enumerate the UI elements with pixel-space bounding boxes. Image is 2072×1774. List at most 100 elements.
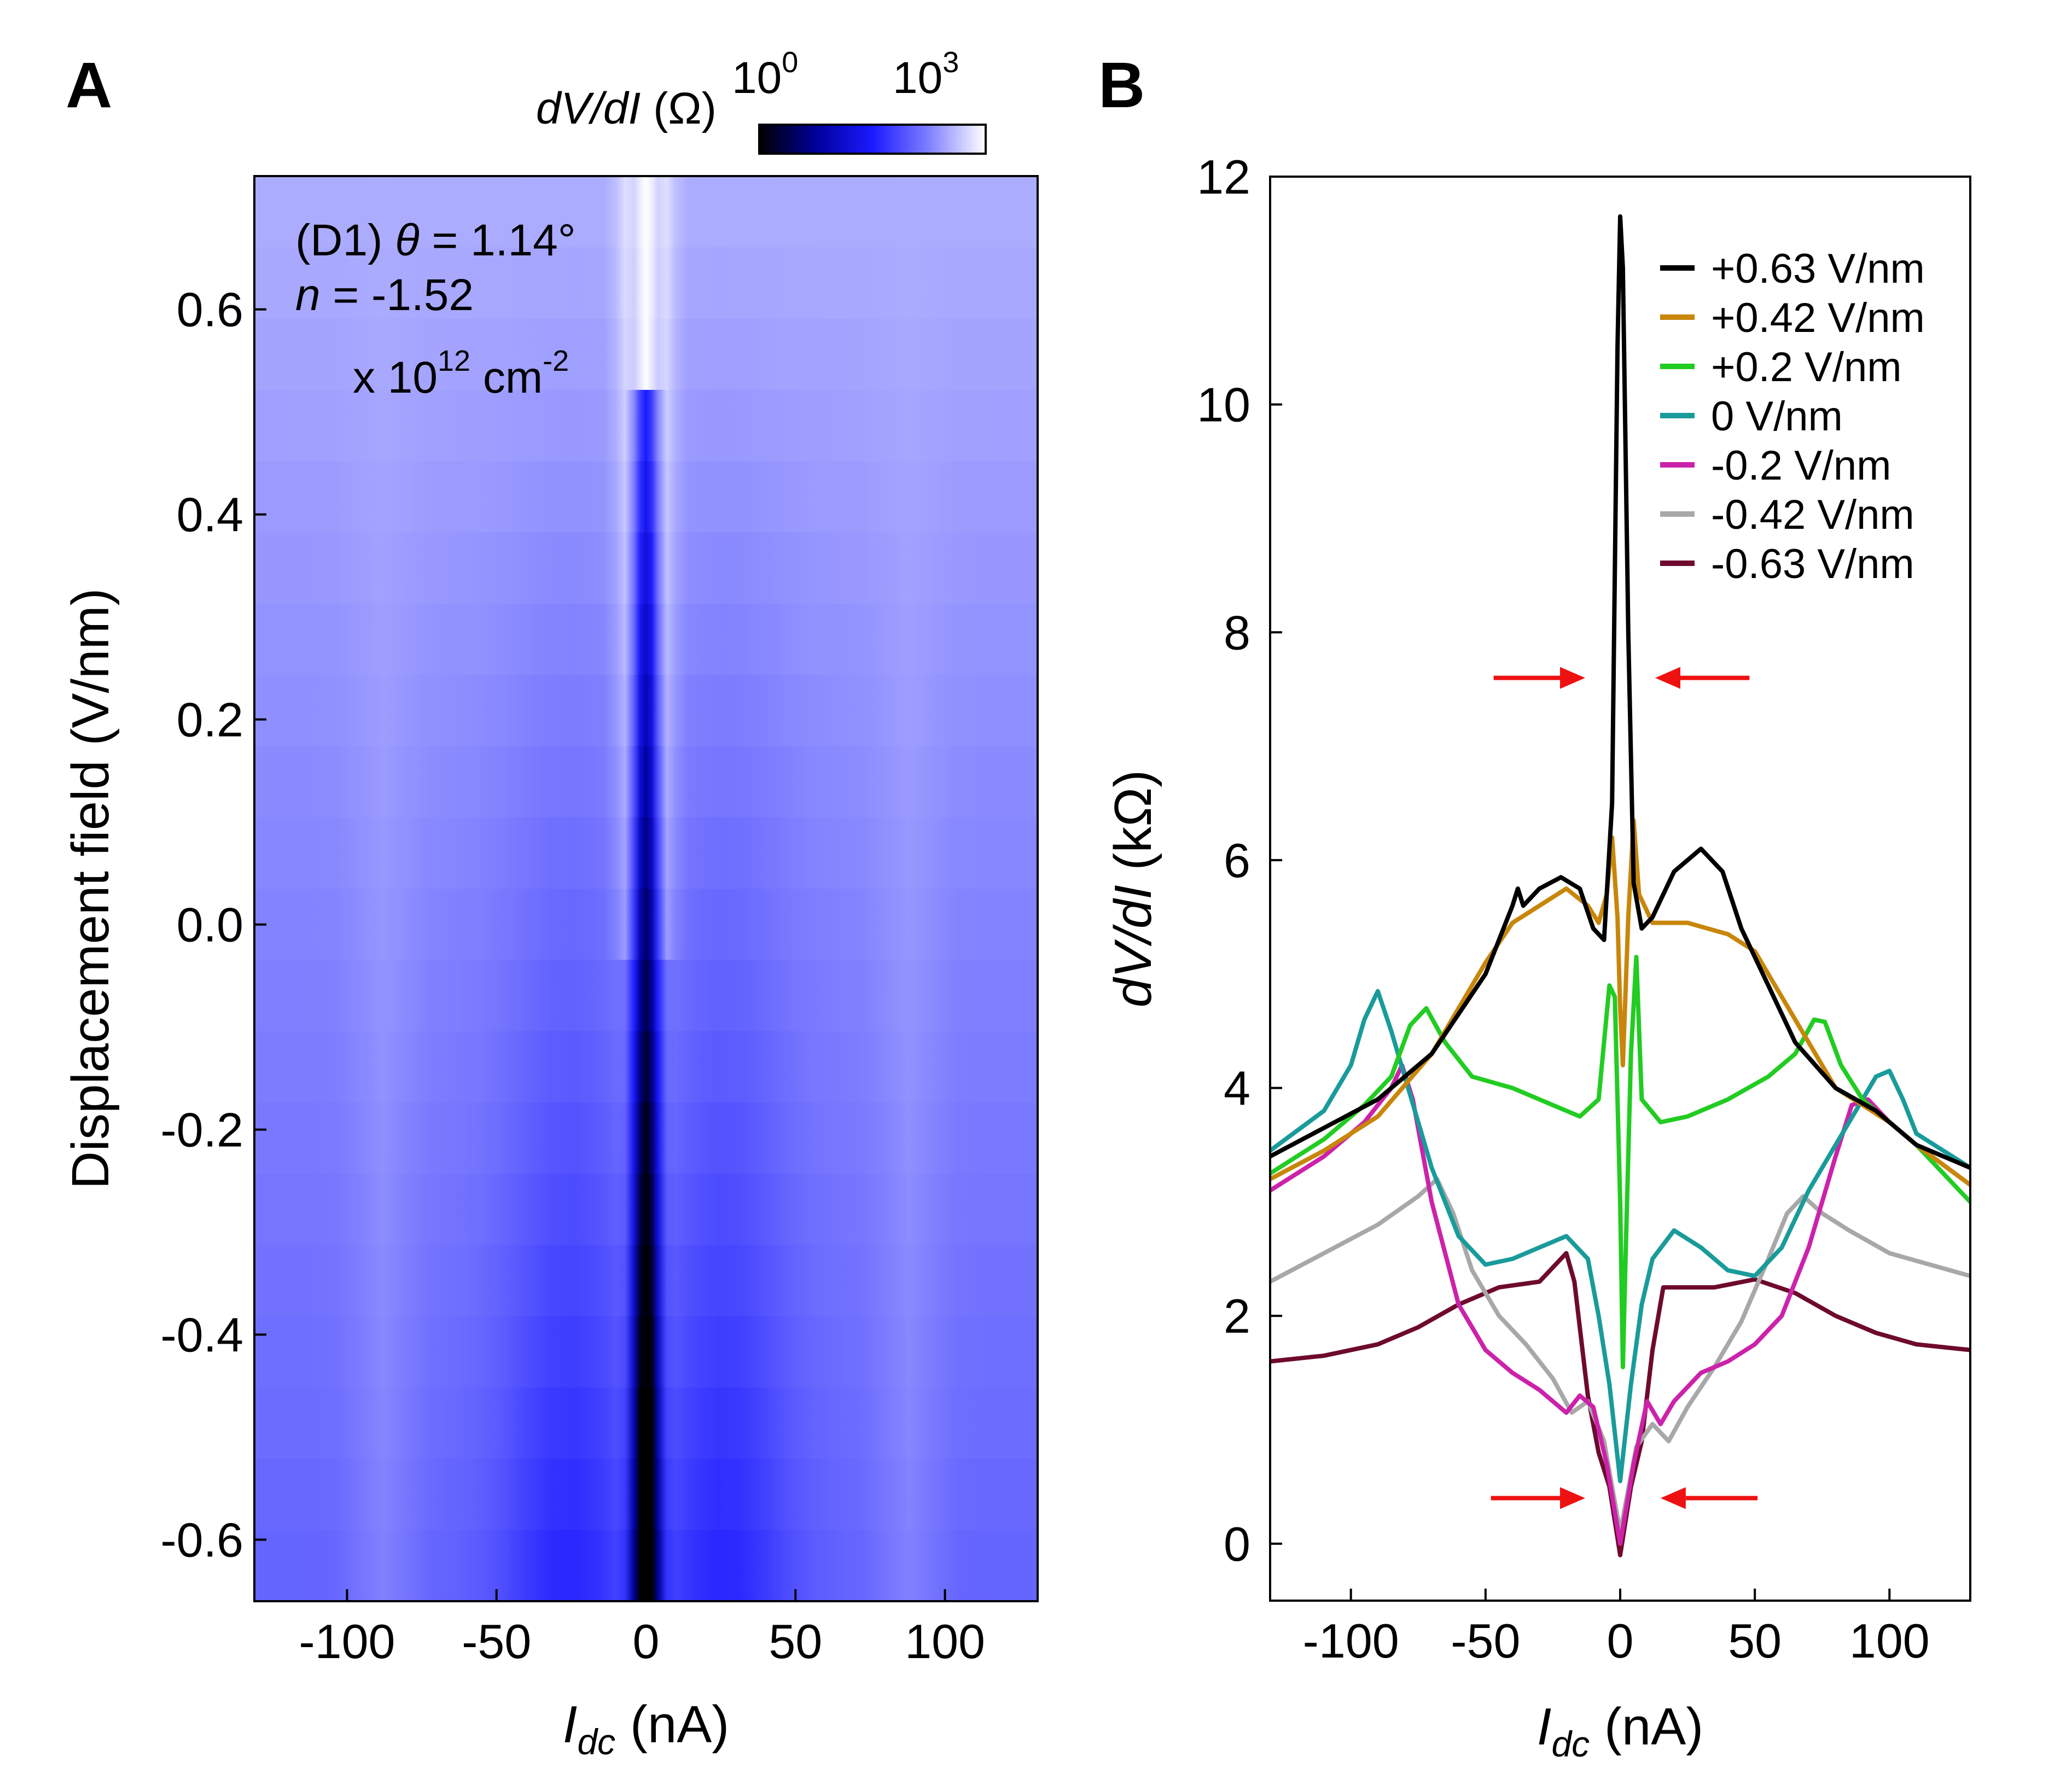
colorbar-tick-left-exp: 0	[782, 46, 798, 79]
panel-a-xlabel-unit: (nA)	[615, 1695, 729, 1754]
panel-b-axes: -100 -50 0 50 100 0 2 4 6 8 10 12	[1197, 150, 1930, 1668]
heatmap-row	[254, 247, 1038, 319]
colorbar-tick-left-base: 10	[732, 53, 782, 103]
panel-b-ylabel-unit: (kΩ)	[1104, 770, 1162, 885]
annotation-line1: (D1) θ = 1.14°	[295, 215, 576, 265]
panel-b-xtick-label: 50	[1728, 1614, 1782, 1668]
colorbar-label-quantity: dV/dI	[536, 84, 641, 133]
arrow-head	[1560, 667, 1585, 689]
legend-label: -0.2 V/nm	[1711, 442, 1891, 489]
colorbar-tick-right: 103	[893, 46, 959, 103]
panel-a-ytick-label: 0.6	[177, 283, 243, 337]
panel-a-ytick-label: -0.6	[160, 1513, 243, 1567]
panel-b-xtick-label: -50	[1451, 1614, 1520, 1668]
legend-label: +0.63 V/nm	[1711, 246, 1925, 292]
panel-a-ytick-label: 0.0	[177, 898, 243, 952]
heatmap-row	[254, 461, 1038, 533]
colorbar-tick-right-exp: 3	[942, 46, 959, 79]
heatmap-row	[254, 1174, 1038, 1246]
panel-b: -100 -50 0 50 100 0 2 4 6 8 10 12 +0.63 V/nm+0.42 V…	[1104, 150, 1971, 1764]
panel-b-ytick-label: 10	[1197, 378, 1250, 432]
panel-a-xtick-label: 0	[633, 1614, 660, 1668]
annotation-angle: = 1.14°	[420, 215, 576, 265]
panel-b-xlabel: Idc (nA)	[1537, 1697, 1703, 1764]
panel-a-xlabel: Idc (nA)	[563, 1695, 729, 1762]
heatmap-row	[254, 1458, 1038, 1531]
arrow-group	[1491, 667, 1758, 1509]
panel-b-xlabel-unit: (nA)	[1590, 1697, 1703, 1756]
panel-b-xtick-label: 100	[1849, 1614, 1930, 1668]
heatmap-row	[254, 1102, 1038, 1175]
legend: +0.63 V/nm+0.42 V/nm+0.2 V/nm0 V/nm-0.2 …	[1660, 246, 1925, 587]
annotation-theta: θ	[395, 215, 419, 265]
heatmap-row	[254, 603, 1038, 676]
panel-a-ylabel: Displacement field (V/nm)	[61, 588, 120, 1189]
colorbar-tick-right-base: 10	[893, 53, 942, 103]
panel-a-ytick-label: -0.4	[160, 1308, 243, 1362]
legend-label: 0 V/nm	[1711, 393, 1843, 440]
panel-a: -100 -50 0 50 100-0.6-0.4-0.20.00.20.40.6 (D…	[61, 46, 1039, 1762]
series-line	[1270, 955, 1970, 1369]
arrow-head	[1655, 667, 1680, 689]
annotation-unit: cm	[470, 353, 543, 402]
heatmap-row	[254, 1316, 1038, 1388]
annotation-prefix: (D1)	[295, 215, 395, 265]
heatmap-row	[254, 817, 1038, 889]
colorbar-label: dV/dI (Ω)	[536, 84, 717, 133]
series-line	[1270, 214, 1970, 1170]
heatmap-row	[254, 960, 1038, 1032]
panel-b-ytick-label: 0	[1224, 1517, 1250, 1571]
arrow-head	[1560, 1487, 1585, 1509]
legend-label: -0.63 V/nm	[1711, 541, 1914, 587]
panel-a-xlabel-var: I	[563, 1695, 578, 1754]
annotation-n: n	[295, 270, 321, 320]
line-series-group	[1270, 214, 1970, 1557]
panel-a-xtick-label: -50	[462, 1614, 531, 1668]
heatmap-row	[254, 1245, 1038, 1317]
panel-b-ylabel: dV/dI (kΩ)	[1104, 770, 1162, 1008]
panel-b-ytick-label: 8	[1224, 605, 1250, 660]
heatmap-row	[254, 1031, 1038, 1103]
heatmap-row	[254, 1387, 1038, 1460]
panel-a-ytick-label: -0.2	[160, 1103, 243, 1157]
colorbar	[758, 124, 987, 155]
series-line	[1270, 818, 1970, 1187]
heatmap-row	[254, 532, 1038, 604]
panel-b-ylabel-quantity: dV/dI	[1104, 885, 1162, 1007]
panel-label-a: A	[66, 49, 112, 121]
heatmap-row	[254, 318, 1038, 390]
heatmap-row	[254, 675, 1038, 747]
legend-label: -0.42 V/nm	[1711, 492, 1914, 538]
panel-b-ytick-label: 2	[1224, 1289, 1250, 1343]
annotation-density: = -1.52	[321, 270, 474, 320]
panel-label-b: B	[1098, 49, 1145, 121]
annotation-line3: x 1012 cm-2	[353, 345, 569, 402]
legend-label: +0.2 V/nm	[1711, 344, 1902, 390]
panel-b-xlabel-var: I	[1537, 1697, 1552, 1756]
panel-b-ytick-label: 12	[1197, 150, 1250, 204]
panel-a-xlabel-sub: dc	[577, 1722, 615, 1762]
panel-a-xtick-label: 100	[905, 1614, 985, 1668]
heatmap	[254, 176, 1038, 1602]
panel-b-xtick-label: -100	[1303, 1614, 1399, 1668]
panel-a-xtick-label: -100	[299, 1614, 395, 1668]
panel-b-ytick-label: 4	[1224, 1061, 1250, 1116]
heatmap-row	[254, 176, 1038, 248]
annotation-line2: n = -1.52	[295, 270, 474, 320]
heatmap-row	[254, 889, 1038, 961]
panel-b-ytick-label: 6	[1224, 833, 1250, 888]
heatmap-row	[254, 389, 1038, 462]
colorbar-tick-left: 100	[732, 46, 798, 103]
panel-a-axes: -100 -50 0 50 100 -0.6 -0.4 -0.2 0.0 0.2 0.4 0.6	[160, 283, 985, 1668]
panel-a-ytick-label: 0.2	[177, 693, 243, 747]
arrow-head	[1660, 1487, 1686, 1509]
panel-a-xtick-label: 50	[769, 1614, 822, 1668]
annotation-exp: 12	[438, 345, 470, 377]
panel-a-ytick-label: 0.4	[177, 488, 243, 542]
annotation-x10: x 10	[353, 353, 438, 402]
panel-b-xlabel-sub: dc	[1551, 1724, 1590, 1764]
colorbar-label-unit: (Ω)	[641, 84, 717, 133]
series-line	[1270, 989, 1970, 1484]
panel-b-xtick-label: 0	[1607, 1614, 1634, 1668]
